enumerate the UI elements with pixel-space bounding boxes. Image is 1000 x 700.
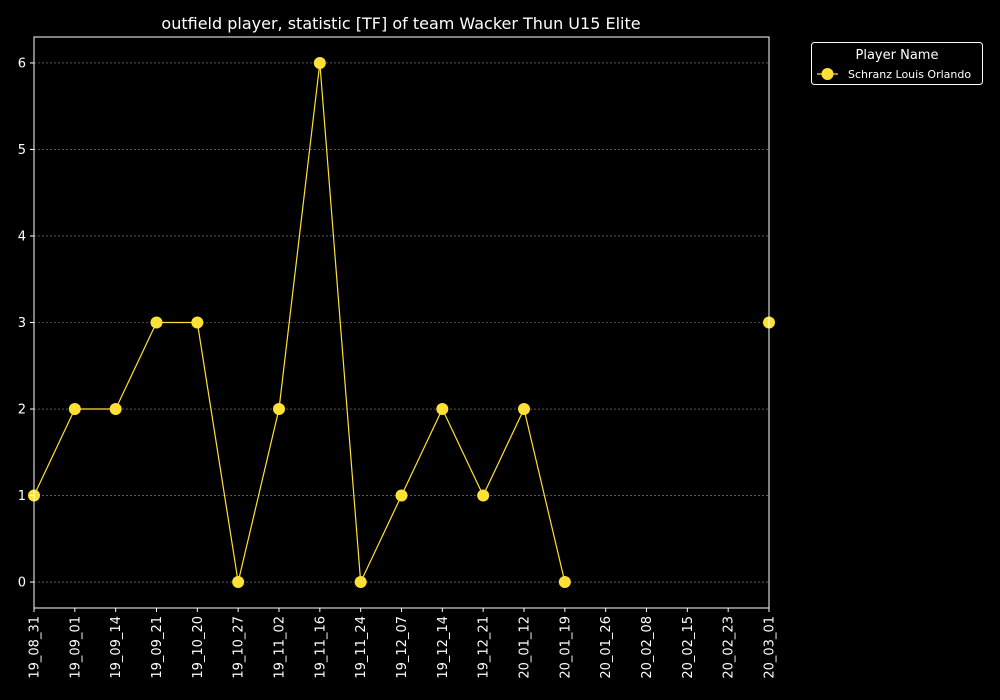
data-point: [477, 489, 490, 502]
x-tick-label: 20_02_15: [681, 616, 696, 679]
legend-title: Player Name: [856, 48, 939, 63]
series-line-segment: [482, 408, 525, 496]
x-tick-label: 20_02_23: [722, 616, 737, 679]
series-line-segment: [360, 495, 403, 583]
x-tick-label: 20_02_08: [640, 616, 655, 679]
series-line-segment: [441, 408, 484, 496]
x-tick-label: 19_08_31: [28, 616, 43, 679]
series-line-segment: [115, 322, 158, 410]
y-tick-label: 0: [18, 576, 26, 591]
data-point: [191, 316, 204, 329]
x-tick-label: 19_12_21: [477, 616, 492, 679]
y-tick-label: 3: [18, 316, 26, 331]
x-tick-label: 19_11_24: [354, 616, 369, 679]
legend: Player Name Schranz Louis Orlando: [811, 42, 983, 85]
x-tick-label: 20_01_19: [558, 616, 573, 679]
data-point: [109, 403, 122, 416]
data-point: [436, 403, 449, 416]
data-point: [518, 403, 530, 416]
y-tick-label: 5: [18, 143, 26, 158]
data-point: [313, 56, 326, 69]
x-tick-label: 20_01_26: [599, 616, 614, 679]
x-tick-label: 20_03_01: [763, 616, 778, 679]
x-tick-label: 19_11_16: [313, 616, 328, 679]
data-point: [273, 403, 285, 416]
x-tick-label: 19_10_20: [191, 616, 206, 679]
series-line-segment: [278, 62, 321, 410]
y-tick-label: 6: [18, 56, 26, 71]
data-point: [150, 316, 163, 329]
series-line-segment: [523, 408, 566, 583]
x-axis: 19_08_31 19_09_01 19_09_14 19_09_21 19_10_20…: [28, 608, 778, 679]
x-tick-label: 19_09_21: [150, 616, 165, 679]
x-tick-label: 19_11_02: [273, 616, 288, 679]
x-tick-label: 19_10_27: [232, 616, 247, 679]
series-line-segment: [400, 408, 443, 496]
y-tick-label: 1: [18, 489, 26, 504]
x-tick-label: 19_12_07: [395, 616, 410, 679]
x-tick-label: 19_09_01: [68, 616, 83, 679]
series-line-segment: [33, 408, 76, 496]
series-line-segment: [237, 408, 280, 583]
y-tick-label: 2: [18, 403, 26, 418]
legend-box: [811, 42, 983, 85]
series-line-segment: [319, 62, 362, 583]
y-axis: 0 1 2 3 4 5 6: [18, 56, 34, 591]
data-point: [68, 403, 81, 416]
data-point: [558, 576, 571, 589]
series-line-segment: [196, 322, 239, 583]
data-point: [232, 576, 245, 589]
legend-marker: [821, 68, 834, 80]
grid-layer: [34, 62, 769, 583]
x-tick-label: 20_01_12: [518, 616, 533, 679]
data-point: [395, 489, 408, 502]
x-tick-label: 19_12_14: [436, 616, 451, 679]
x-tick-label: 19_09_14: [109, 616, 124, 679]
legend-label: Schranz Louis Orlando: [848, 68, 971, 81]
data-point: [354, 576, 367, 589]
chart-title: outfield player, statistic [TF] of team …: [161, 14, 640, 33]
y-tick-label: 4: [18, 229, 26, 244]
